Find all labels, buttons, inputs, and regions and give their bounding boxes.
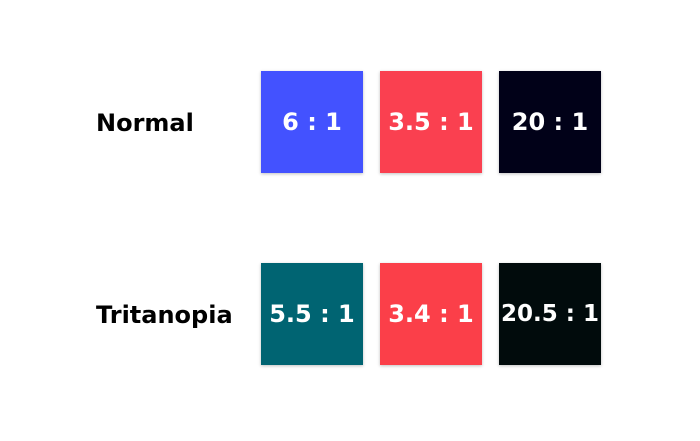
swatch-tritanopia-2: 3.4 : 1	[380, 263, 482, 365]
swatch-normal-1: 6 : 1	[261, 71, 363, 173]
contrast-ratio-tritanopia-3: 20.5 : 1	[501, 300, 599, 327]
contrast-ratio-normal-1: 6 : 1	[282, 108, 342, 136]
contrast-ratio-tritanopia-1: 5.5 : 1	[269, 300, 355, 328]
swatch-tritanopia-3: 20.5 : 1	[499, 263, 601, 365]
swatch-normal-3: 20 : 1	[499, 71, 601, 173]
swatch-normal-2: 3.5 : 1	[380, 71, 482, 173]
row-label-normal: Normal	[96, 109, 194, 137]
contrast-ratio-tritanopia-2: 3.4 : 1	[388, 300, 474, 328]
row-label-tritanopia: Tritanopia	[96, 301, 233, 329]
contrast-ratio-normal-2: 3.5 : 1	[388, 108, 474, 136]
contrast-ratio-normal-3: 20 : 1	[511, 108, 589, 136]
swatch-tritanopia-1: 5.5 : 1	[261, 263, 363, 365]
